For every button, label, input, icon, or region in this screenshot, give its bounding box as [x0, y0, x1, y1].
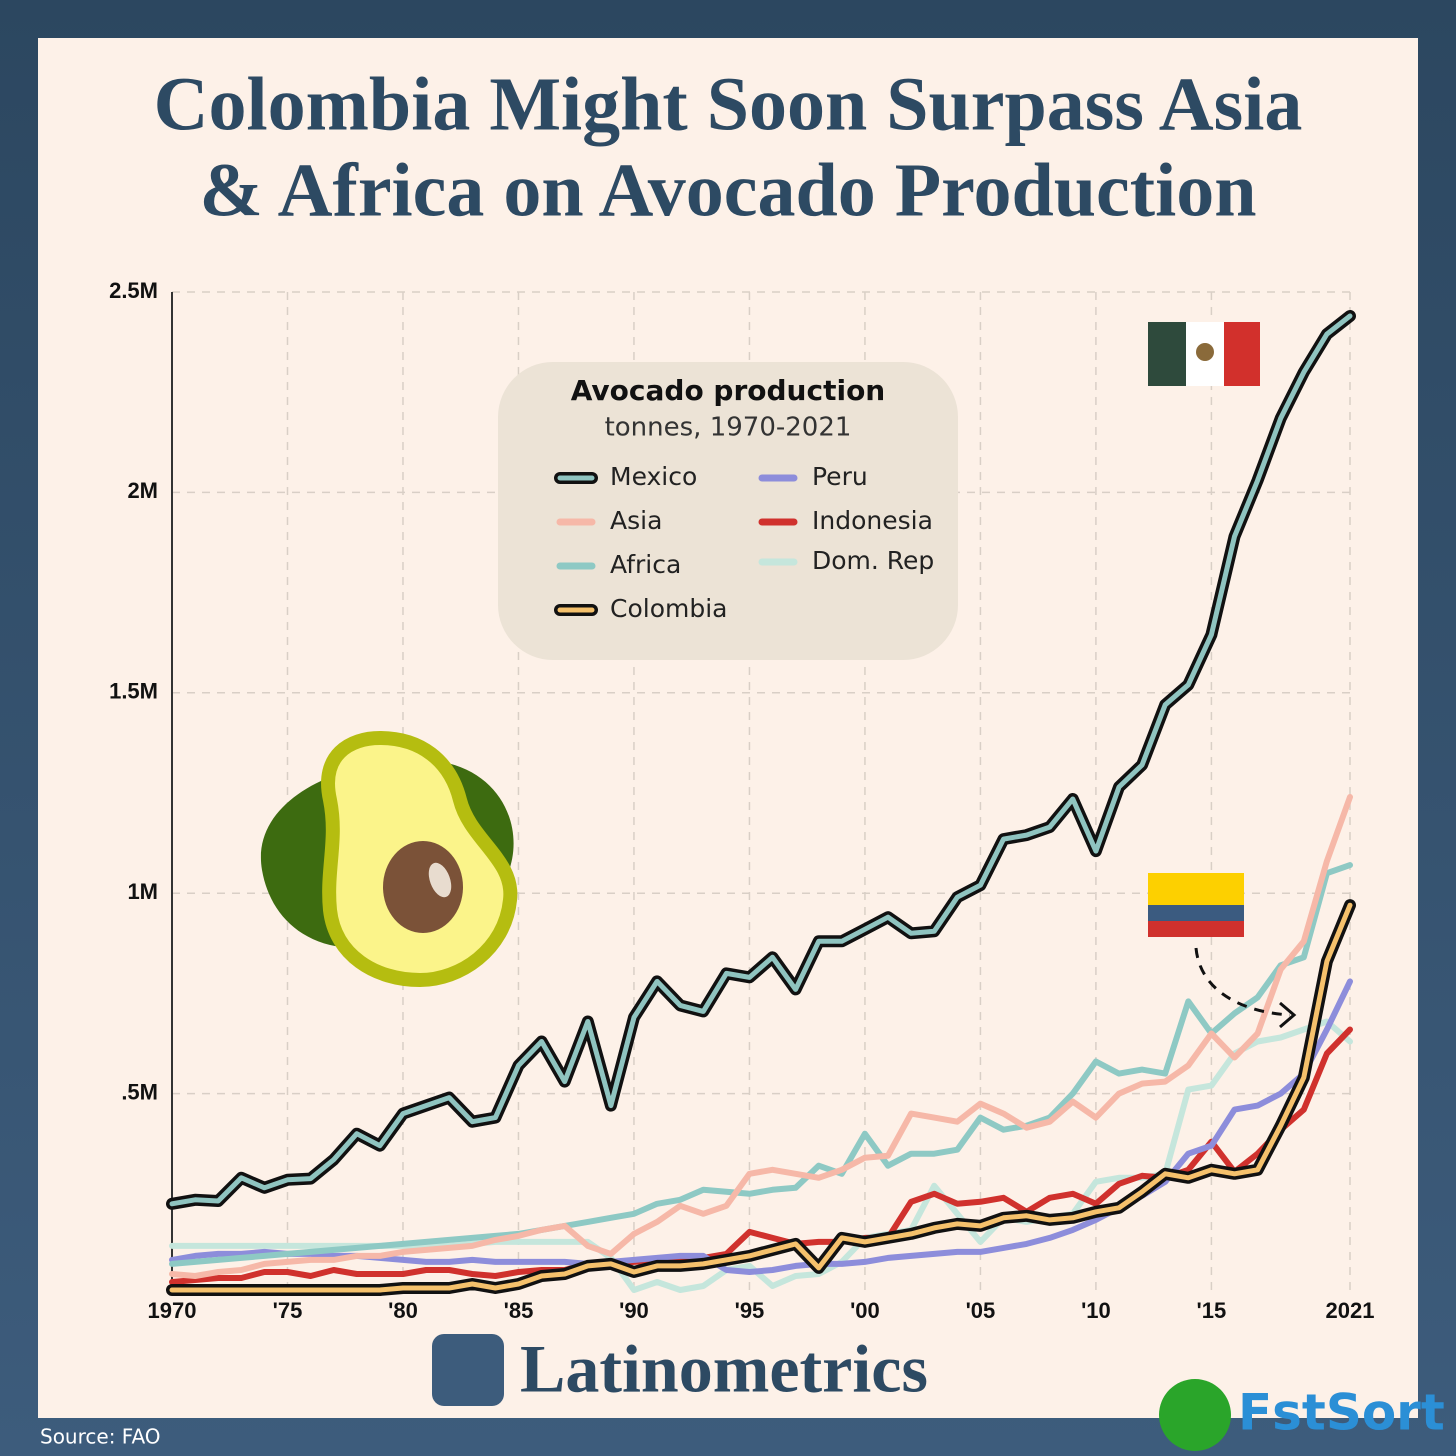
avocado-illustration: [260, 730, 518, 988]
watermark: FstSort: [1238, 1384, 1445, 1442]
arrow-head: [1279, 1001, 1297, 1029]
legend-subtitle: tonnes, 1970-2021: [605, 413, 852, 443]
line: [169, 902, 1353, 1293]
legend-label: Mexico: [610, 462, 697, 491]
x-tick-label: '05: [966, 1298, 996, 1323]
y-tick-label: 1M: [127, 879, 158, 904]
legend-label: Africa: [610, 550, 681, 579]
source: Source: FAO: [40, 1425, 161, 1449]
line: [169, 794, 1353, 1279]
legend: Mexico Asia Africa Colombia Peru Indonesia Dom…: [554, 462, 934, 623]
line: [169, 862, 1353, 1267]
legend-label: Colombia: [610, 594, 727, 623]
legend-box: [498, 362, 958, 660]
x-tick-label: '75: [273, 1298, 303, 1323]
arrow: [1194, 947, 1291, 1017]
y-tick-label: .5M: [121, 1079, 158, 1104]
x-tick-label: '90: [619, 1298, 649, 1323]
y-tick-label: 2.5M: [109, 278, 158, 303]
mexico-flag: [1148, 322, 1260, 386]
legend-label: Dom. Rep: [812, 546, 934, 575]
legend-label: Peru: [812, 462, 868, 491]
lines: [166, 310, 1356, 1296]
x-tick-label: '85: [504, 1298, 534, 1323]
chart-title: & Africa on Avocado Production: [200, 148, 1257, 232]
legend-title: Avocado production: [571, 374, 886, 407]
x-tick-label: '00: [850, 1298, 880, 1323]
x-tick-label: '80: [388, 1298, 418, 1323]
legend-label: Asia: [610, 506, 662, 535]
x-tick-label: '95: [735, 1298, 765, 1323]
brand-logo: [432, 1334, 504, 1406]
x-tick-label: 1970: [148, 1298, 197, 1323]
x-tick-label: '10: [1081, 1298, 1111, 1323]
x-tick-label: 2021: [1326, 1298, 1375, 1323]
y-tick-label: 2M: [127, 478, 158, 503]
x-tick-label: '15: [1197, 1298, 1227, 1323]
y-tick-label: 1.5M: [109, 679, 158, 704]
chart-title: Colombia Might Soon Surpass Asia: [154, 62, 1303, 146]
watermark-logo: [1159, 1379, 1231, 1451]
colombia-flag: [1148, 873, 1244, 937]
brand: Latinometrics: [520, 1331, 928, 1407]
line: [169, 313, 1353, 1207]
legend-label: Indonesia: [812, 506, 933, 535]
